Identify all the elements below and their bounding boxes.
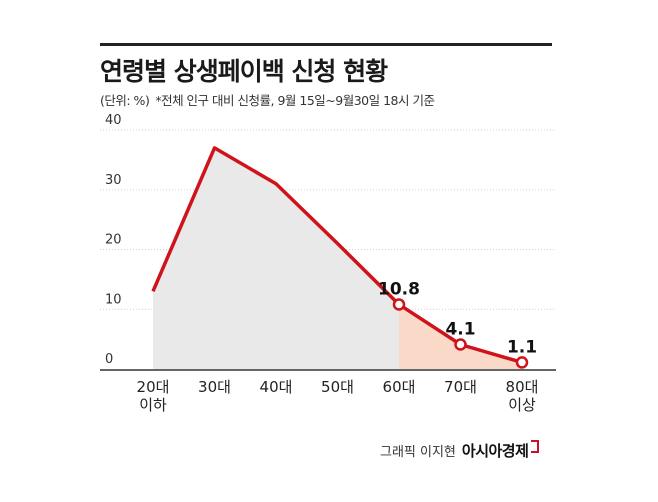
data-label-5: 4.1 (445, 320, 475, 340)
data-label-4: 10.8 (378, 279, 420, 299)
brand-mark-icon (531, 440, 540, 453)
y-tick-label-0: 0 (105, 352, 113, 367)
y-tick-label-10: 10 (105, 292, 122, 307)
footer: 그래픽 이지현 아시아경제 (380, 440, 540, 461)
y-tick-label-30: 30 (105, 173, 122, 188)
x-tick-label-5: 70대 (444, 378, 477, 396)
x-tick-label-4: 60대 (383, 378, 416, 396)
chart-title: 연령별 상생페이백 신청 현황 (100, 57, 388, 86)
data-note: *전체 인구 대비 신청률, 9월 15일~9월30일 18시 기준 (155, 93, 435, 108)
data-point-5 (454, 338, 467, 351)
unit-note: (단위: %) (100, 93, 150, 108)
graphic-credit: 그래픽 이지현 (380, 445, 456, 460)
brand-logo: 아시아경제 (461, 442, 529, 460)
x-tick-label-6: 80대 이상 (506, 378, 539, 414)
area-fill (153, 147, 399, 369)
x-tick-label-2: 40대 (260, 378, 293, 396)
y-tick-label-20: 20 (105, 233, 122, 248)
y-tick-label-40: 40 (105, 113, 122, 128)
x-tick-label-3: 50대 (321, 378, 354, 396)
data-point-6 (515, 356, 529, 369)
x-tick-label-1: 30대 (198, 378, 231, 396)
area-fill-highlight (399, 304, 522, 369)
chart-subtitle: (단위: %) *전체 인구 대비 신청률, 9월 15일~9월30일 18시 기… (100, 90, 440, 109)
data-label-6: 1.1 (507, 337, 537, 357)
data-point-4 (392, 298, 406, 311)
x-tick-label-0: 20대 이하 (137, 378, 170, 414)
top-rule (100, 43, 552, 46)
